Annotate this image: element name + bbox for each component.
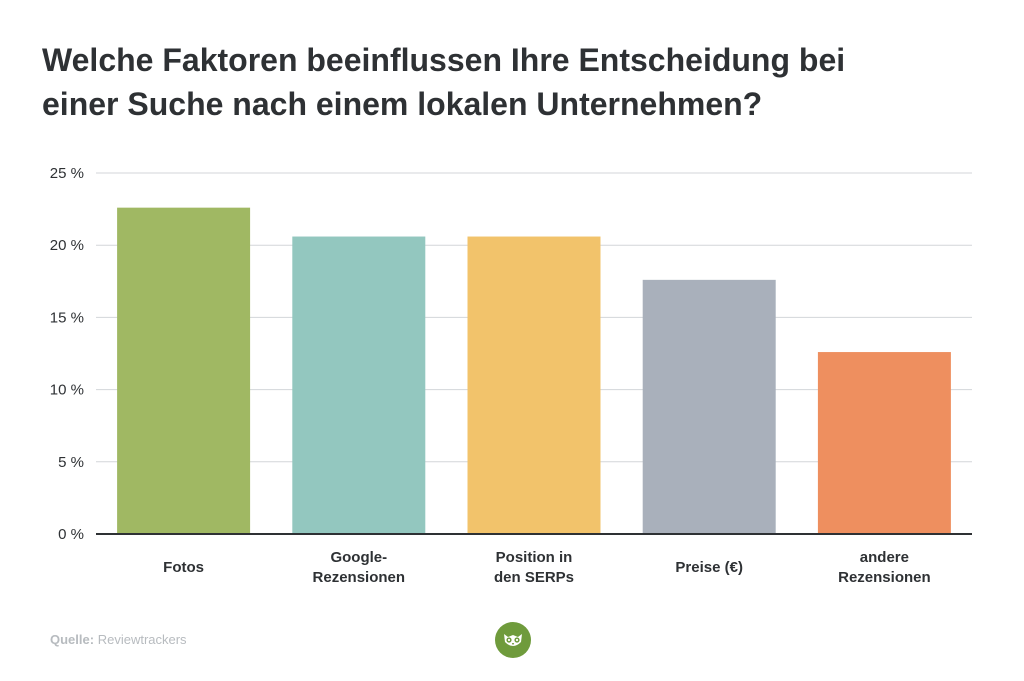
y-tick-label: 15 % xyxy=(50,309,84,326)
x-tick-label: Preise (€) xyxy=(675,559,743,576)
source-value: Reviewtrackers xyxy=(97,632,187,647)
bar-4 xyxy=(642,279,776,534)
chart-title: Welche Faktoren beeinflussen Ihre Entsch… xyxy=(42,38,982,126)
source-label: Quelle: xyxy=(50,632,95,647)
x-tick-label: Fotos xyxy=(163,559,204,576)
bars xyxy=(117,207,951,534)
y-tick-label: 5 % xyxy=(58,454,84,471)
x-tick-label: andere Rezensionen xyxy=(838,549,931,586)
bar-3 xyxy=(467,236,601,534)
x-axis-tick-labels: Fotos Google-Rezensionen Position in den SE… xyxy=(163,549,930,586)
bar-5 xyxy=(817,352,951,534)
y-tick-label: 0 % xyxy=(58,526,84,543)
source-note: Quelle: Reviewtrackers xyxy=(50,632,187,647)
y-tick-label: 20 % xyxy=(50,237,84,254)
bar-1 xyxy=(117,207,251,534)
y-axis-tick-labels: 0 % 5 % 10 % 15 % 20 % 25 % xyxy=(50,165,84,543)
bar-2 xyxy=(292,236,426,534)
y-tick-label: 25 % xyxy=(50,165,84,182)
y-tick-label: 10 % xyxy=(50,382,84,399)
x-tick-label: Position in den SERPs xyxy=(494,549,574,586)
chart-title-line-1: Welche Faktoren beeinflussen Ihre Entsch… xyxy=(42,42,846,78)
owl-icon xyxy=(495,622,531,658)
x-tick-label: Google-Rezensionen xyxy=(313,549,406,586)
chart-title-line-2: einer Suche nach einem lokalen Unternehm… xyxy=(42,86,763,122)
